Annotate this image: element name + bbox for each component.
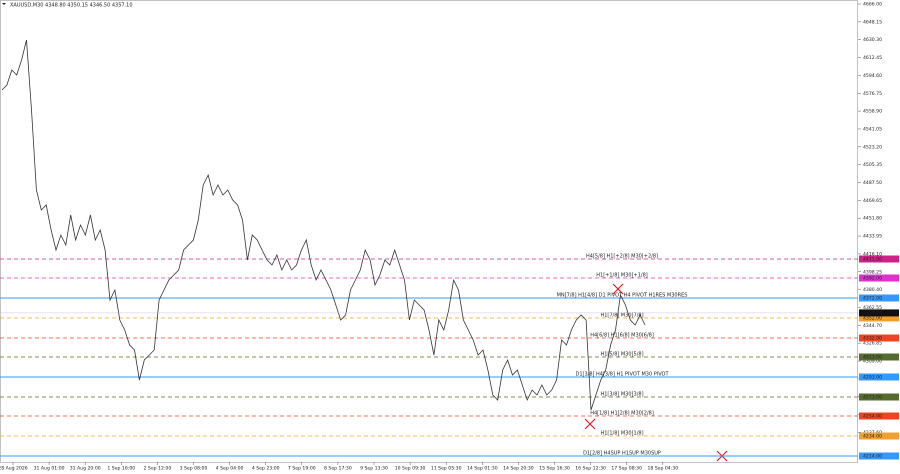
y-tick-label: 4541.05 [863, 126, 882, 132]
level-name: H1[5/8] M30[5/8] [600, 352, 643, 358]
y-tick-label: 4523.20 [863, 144, 882, 150]
level-price-box [859, 373, 899, 381]
y-tick-label: 4576.75 [863, 91, 882, 97]
level-price-box [859, 294, 899, 302]
level-price-label: 4332.00 [863, 336, 882, 342]
level-price-box [859, 412, 899, 420]
level-price-label: 4273.00 [863, 395, 882, 401]
level-name: H1[7/8] M30[7/8] [600, 313, 643, 319]
y-tick-label: 4594.60 [863, 73, 882, 79]
level-name: H1[+1/8] M30[+1/8] [596, 273, 648, 279]
level-name: D1[2/8] H4SUP H1SUP M30SUP [583, 451, 661, 457]
level-price-label: 4392.00 [863, 276, 882, 282]
x-tick-label: 11 Sep 05:30 [431, 466, 462, 472]
y-tick-label: 4416.10 [863, 251, 882, 257]
price-line [1, 39, 646, 411]
x-tick-label: 14 Sep 01:30 [467, 466, 498, 472]
level-price-label: 4214.00 [863, 454, 882, 460]
x-tick-label: 8 Sep 17:30 [324, 466, 352, 472]
level-name: H1[1/8] M30[1/8] [600, 431, 643, 437]
level-price-box [859, 255, 899, 263]
y-tick-label: 4380.40 [863, 287, 882, 293]
x-tick-label: 28 Aug 2026 [0, 466, 28, 472]
x-tick-label: 31 Aug 20:00 [70, 466, 101, 472]
level-price-box [859, 452, 899, 460]
level-price-label: 4293.00 [863, 375, 882, 381]
level-price-label: 4313.00 [863, 355, 882, 361]
x-tick-label: 9 Sep 13:30 [360, 466, 388, 472]
x-tick-label: 2 Sep 12:00 [144, 466, 172, 472]
level-price-box [859, 432, 899, 440]
level-price-label: 4234.00 [863, 434, 882, 440]
y-tick-label: 4630.30 [863, 37, 882, 43]
x-tick-label: 17 Sep 08:30 [611, 466, 642, 472]
current-price-label: 4357.10 [863, 310, 882, 316]
x-tick-label: 10 Sep 09:30 [395, 466, 426, 472]
y-tick-label: 4433.95 [863, 234, 882, 240]
level-name: H4[6/8] H1[6/8] M30[6/8] [590, 333, 654, 339]
level-name: H4[1/8] H1[2/8] M30[2/8] [590, 411, 654, 417]
y-tick-label: 4612.45 [863, 55, 882, 61]
plot-frame [0, 0, 858, 463]
y-tick-label: 4344.70 [863, 323, 882, 329]
x-tick-label: 1 Sep 16:00 [107, 466, 135, 472]
current-price-box [859, 309, 899, 317]
y-tick-label: 4398.25 [863, 269, 882, 275]
level-price-box [859, 393, 899, 401]
level-price-box [859, 353, 899, 361]
x-tick-label: 4 Sep 23:00 [252, 466, 280, 472]
y-tick-label: 4648.15 [863, 19, 882, 25]
level-price-label: 4254.00 [863, 414, 882, 420]
level-price-label: 4411.00 [863, 257, 882, 263]
level-name: D1[3/8] H4[3/8] H1 PIVOT M30 PIVOT [575, 372, 669, 378]
level-price-box [859, 314, 899, 322]
y-tick-label: 4309.00 [863, 359, 882, 365]
x-tick-label: 16 Sep 12:30 [575, 466, 606, 472]
y-tick-label: 4362.55 [863, 305, 882, 311]
chart-title: XAUUSD,M30 4348.80 4350.15 4346.50 4357.… [10, 3, 133, 9]
x-tick-label: 3 Sep 08:00 [180, 466, 208, 472]
level-price-box [859, 334, 899, 342]
level-name: H4[5/8] H1[+2/8] M30[+2/8] [586, 254, 658, 260]
cross-marker [584, 418, 596, 430]
x-tick-label: 7 Sep 19:00 [288, 466, 316, 472]
x-tick-label: 31 Aug 01:00 [34, 466, 65, 472]
x-tick-label: 14 Sep 20:30 [503, 466, 534, 472]
y-tick-label: 4505.35 [863, 162, 882, 168]
y-tick-label: 4326.85 [863, 341, 882, 347]
level-name: MN[7/8] H1[4/8] D1 PIVOT H4 PIVOT H1RES … [557, 293, 688, 299]
x-tick-label: 18 Sep 04:30 [647, 466, 678, 472]
level-price-box [859, 274, 899, 282]
x-tick-label: 15 Sep 16:30 [539, 466, 570, 472]
y-tick-label: 4666.00 [863, 2, 882, 8]
y-tick-label: 4487.50 [863, 180, 882, 186]
y-tick-label: 4558.90 [863, 109, 882, 115]
y-tick-label: 4469.65 [863, 198, 882, 204]
level-name: H1[3/8] M30[3/8] [600, 392, 643, 398]
level-price-label: 4372.00 [863, 296, 882, 302]
y-tick-label: 4451.80 [863, 216, 882, 222]
x-tick-label: 4 Sep 04:00 [216, 466, 244, 472]
cross-marker [612, 283, 624, 295]
level-price-label: 4352.00 [863, 316, 882, 322]
symbol-icon [2, 3, 6, 5]
